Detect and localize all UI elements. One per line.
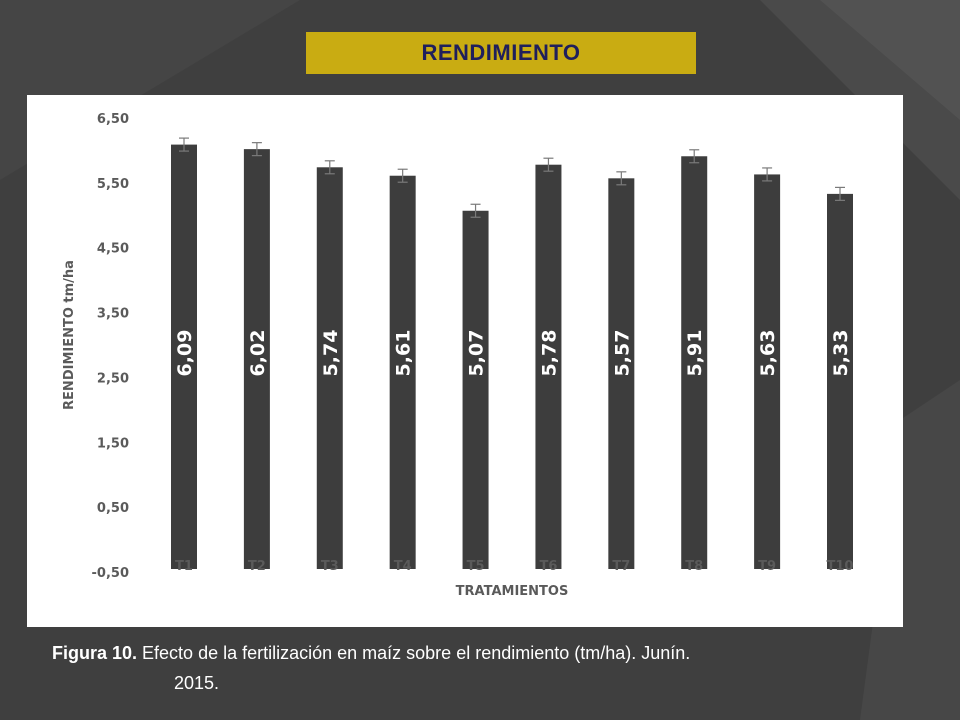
bar-t8 [681,156,708,569]
x-tick-label: T9 [758,559,776,574]
bar-t7 [608,178,635,569]
data-label: 5,61 [393,330,415,377]
chart-panel: -0,50 0,50 1,50 2,50 3,50 4,50 5,50 6,50 RENDIMI… [27,95,903,627]
x-tick-label: T1 [175,559,193,574]
x-tick-label: T8 [685,559,703,574]
data-label: 5,07 [466,330,488,377]
x-tick-label: T7 [612,559,630,574]
data-label: 5,91 [684,330,706,377]
y-axis-label: RENDIMIENTO tm/ha [62,260,77,410]
x-axis-label: TRATAMIENTOS [456,584,569,599]
bar-t1 [171,144,197,569]
data-label: 5,74 [320,330,342,377]
data-label: 5,57 [611,330,633,377]
x-tick-label: T10 [827,559,854,574]
bar-t5 [462,210,489,569]
bar-t10 [827,193,853,569]
banner-title: RENDIMIENTO [421,40,581,65]
y-tick-label: -0,50 [92,566,129,581]
bar-t9 [754,174,781,569]
x-tick-label: T3 [321,559,339,574]
bar-t2 [243,149,270,570]
y-tick-label: 5,50 [97,177,129,192]
x-tick-label: T2 [248,559,266,574]
y-tick-label: 3,50 [97,307,129,322]
y-tick-label: 2,50 [97,371,129,386]
caption-text-line1: Efecto de la fertilización en maíz sobre… [137,643,691,663]
data-label: 5,78 [538,330,560,377]
data-label: 5,63 [757,330,779,377]
y-tick-label: 6,50 [97,112,129,127]
bar-t4 [389,175,416,570]
x-tick-label: T4 [394,559,412,574]
figure-caption: Figura 10. Efecto de la fertilización en… [52,638,932,698]
bar-t6 [535,164,562,569]
x-tick-label: T6 [539,559,557,574]
y-tick-label: 0,50 [97,501,129,516]
data-label: 6,09 [174,330,196,377]
data-label: 6,02 [247,330,269,377]
x-tick-label: T5 [467,559,485,574]
y-tick-label: 4,50 [97,242,129,257]
y-tick-label: 1,50 [97,436,129,451]
caption-label: Figura 10. [52,643,138,663]
data-label: 5,33 [830,330,852,377]
bar-chart: -0,50 0,50 1,50 2,50 3,50 4,50 5,50 6,50 RENDIMI… [62,112,854,599]
title-banner: RENDIMIENTO [306,32,696,74]
bar-t3 [316,167,343,569]
caption-text-line2: 2015. [174,673,220,693]
